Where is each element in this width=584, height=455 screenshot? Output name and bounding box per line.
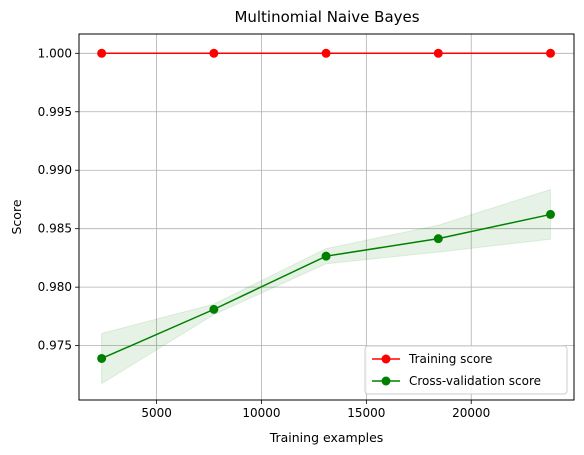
x-axis-ticks: 5000 10000 15000 20000: [141, 400, 490, 420]
x-tick-label: 20000: [452, 406, 490, 420]
legend-box: [364, 345, 568, 395]
y-tick-label: 0.985: [38, 222, 72, 236]
y-tick-label: 1.000: [38, 46, 72, 60]
cv-score-point: [546, 209, 556, 219]
training-score-point: [321, 48, 331, 58]
legend: Training score Cross-validation score: [364, 345, 568, 395]
x-tick-label: 15000: [347, 406, 385, 420]
training-score-point: [546, 48, 556, 58]
plot-frame: [78, 33, 575, 401]
legend-cv-score-marker: [381, 376, 391, 386]
x-tick-label: 10000: [242, 406, 280, 420]
legend-training-score-marker: [381, 354, 391, 364]
chart-title: Multinomial Naive Bayes: [234, 8, 419, 26]
y-axis-label: Score: [9, 199, 24, 234]
series-points: [97, 48, 556, 363]
y-tick-label: 0.980: [38, 280, 72, 294]
x-axis-label: Training examples: [269, 430, 384, 445]
cv-score-point: [97, 353, 107, 363]
y-tick-label: 0.995: [38, 105, 72, 119]
legend-training-score-label: Training score: [408, 352, 492, 366]
training-score-point: [209, 48, 219, 58]
legend-cv-score-label: Cross-validation score: [409, 374, 541, 388]
training-score-point: [97, 48, 107, 58]
cv-score-point: [321, 251, 331, 261]
y-tick-label: 0.975: [38, 339, 72, 353]
x-tick-label: 5000: [141, 406, 172, 420]
y-tick-label: 0.990: [38, 163, 72, 177]
training-score-point: [433, 48, 443, 58]
cv-score-point: [209, 304, 219, 314]
y-axis-ticks: 0.975 0.980 0.985 0.990 0.995 1.000: [38, 46, 79, 353]
cv-score-point: [433, 234, 443, 244]
